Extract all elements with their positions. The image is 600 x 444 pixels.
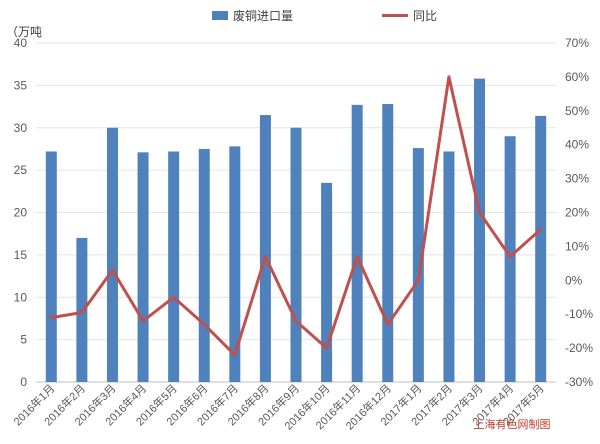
bar bbox=[535, 115, 547, 382]
y-right-tick-label: 50% bbox=[565, 104, 589, 118]
yoy-point bbox=[80, 311, 84, 315]
y-right-tick-label: 0% bbox=[565, 273, 583, 287]
yoy-point bbox=[49, 316, 53, 320]
yoy-point bbox=[263, 255, 267, 259]
y-left-tick-label: 25 bbox=[14, 163, 28, 177]
x-axis: 2016年1月2016年2月2016年3月2016年4月2016年5月2016年… bbox=[10, 381, 547, 432]
yoy-point bbox=[478, 211, 482, 214]
y-right-tick-label: -20% bbox=[565, 341, 593, 355]
legend-label-bars: 废铜进口量 bbox=[233, 8, 293, 23]
yoy-point bbox=[416, 278, 420, 282]
y-right-tick-label: 20% bbox=[565, 206, 589, 220]
yoy-line bbox=[49, 75, 543, 357]
bar bbox=[198, 148, 210, 382]
y-right-tick-label: -30% bbox=[565, 375, 593, 389]
y-left-tick-label: 35 bbox=[14, 78, 28, 92]
y-axis-left: 0 5 10 15 20 25 30 35 40 bbox=[14, 36, 28, 389]
bar bbox=[382, 104, 394, 383]
bar bbox=[229, 146, 241, 382]
bar bbox=[443, 151, 455, 382]
y-left-tick-label: 30 bbox=[14, 121, 28, 135]
y-right-tick-label: 30% bbox=[565, 172, 589, 186]
bar bbox=[412, 148, 424, 382]
yoy-point bbox=[294, 319, 298, 323]
yoy-point bbox=[386, 322, 390, 326]
bar bbox=[106, 127, 118, 382]
y-axis-unit: （万吨 bbox=[6, 25, 42, 39]
yoy-point bbox=[355, 255, 359, 259]
y-axis-right: -30% -20% -10% 0% 10% 20% 30% 40% 50% 60% 70% bbox=[565, 36, 593, 389]
yoy-point bbox=[172, 295, 176, 299]
y-left-tick-label: 15 bbox=[14, 248, 28, 262]
y-right-tick-label: 70% bbox=[565, 36, 589, 50]
y-left-tick-label: 10 bbox=[14, 290, 28, 304]
yoy-point bbox=[325, 346, 329, 350]
bar bbox=[259, 115, 271, 382]
bar bbox=[321, 182, 333, 382]
yoy-point bbox=[539, 227, 543, 231]
legend-swatch-bars bbox=[212, 11, 228, 20]
bar bbox=[351, 104, 363, 383]
bars bbox=[45, 78, 547, 383]
legend: 废铜进口量 同比 bbox=[212, 8, 437, 23]
legend-label-line: 同比 bbox=[413, 9, 437, 23]
y-right-tick-label: 60% bbox=[565, 70, 589, 84]
bar bbox=[168, 151, 180, 382]
y-left-tick-label: 0 bbox=[20, 375, 27, 389]
chart-credit: 上海有色网制图 bbox=[474, 417, 551, 431]
yoy-point bbox=[447, 75, 451, 79]
y-right-tick-label: 10% bbox=[565, 239, 589, 253]
yoy-point bbox=[233, 353, 237, 357]
y-left-tick-label: 5 bbox=[20, 333, 27, 347]
bar bbox=[474, 78, 486, 382]
y-left-tick-label: 20 bbox=[14, 206, 28, 220]
bar bbox=[137, 152, 149, 382]
bar bbox=[45, 151, 57, 382]
yoy-point bbox=[508, 255, 512, 259]
yoy-point bbox=[110, 268, 114, 272]
bar bbox=[290, 127, 302, 382]
y-right-tick-label: 40% bbox=[565, 138, 589, 152]
y-right-tick-label: -10% bbox=[565, 307, 593, 321]
yoy-point bbox=[141, 319, 145, 323]
y-left-tick-label: 40 bbox=[14, 36, 28, 50]
yoy-point bbox=[202, 322, 206, 326]
bar bbox=[504, 136, 516, 382]
